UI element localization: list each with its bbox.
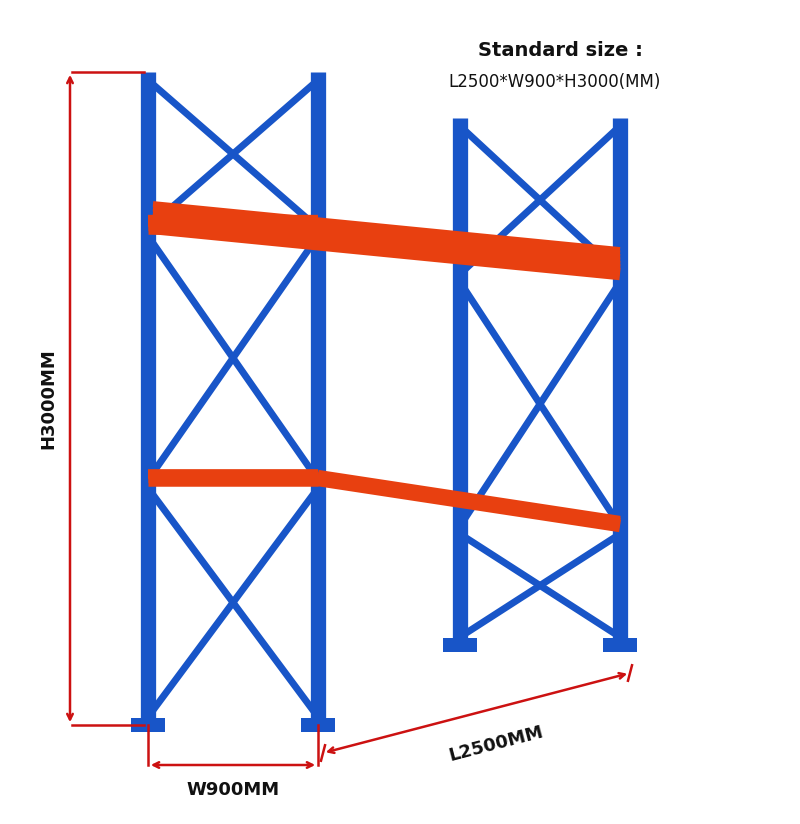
Bar — [131, 718, 165, 732]
Text: Standard size :: Standard size : — [478, 40, 642, 59]
Text: L2500*W900*H3000(MM): L2500*W900*H3000(MM) — [449, 73, 661, 91]
Text: L2500MM: L2500MM — [447, 723, 546, 765]
Bar — [603, 638, 637, 652]
Text: H3000MM: H3000MM — [39, 348, 57, 449]
Bar — [301, 718, 335, 732]
Bar — [443, 638, 477, 652]
Text: W900MM: W900MM — [186, 781, 279, 799]
